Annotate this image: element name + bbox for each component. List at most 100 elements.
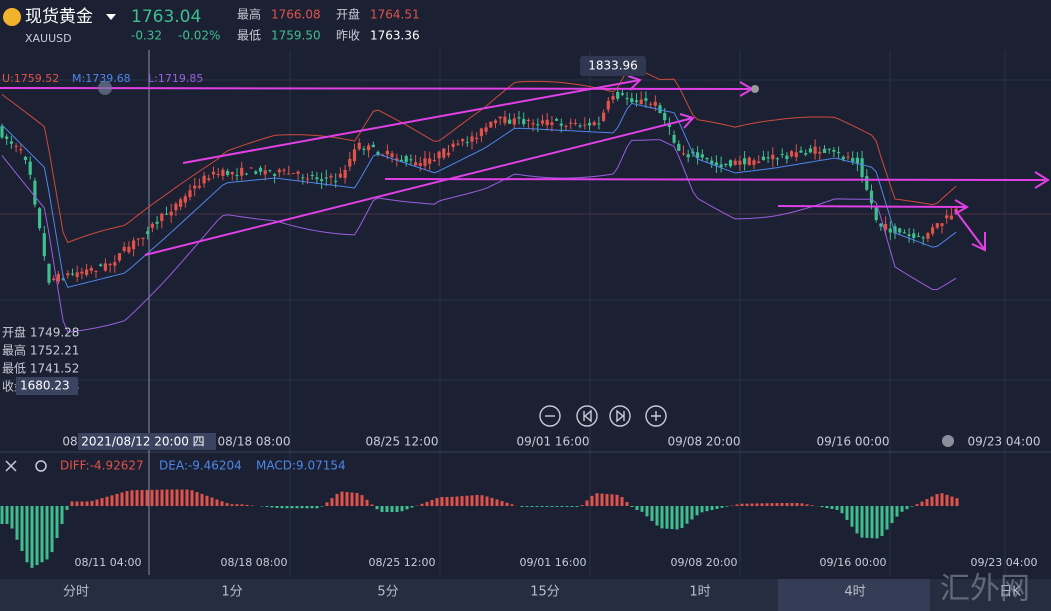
candle [409,159,413,161]
candle [559,123,563,126]
macd-bar [270,506,274,508]
time-label: 09/16 00:00 [817,435,890,449]
macd-bar [690,506,694,520]
diff: DIFF:-4.92627 [60,459,144,473]
macd-bar [630,506,634,507]
dropdown[interactable] [106,14,116,20]
symbol-name[interactable]: 现货黄金 [25,7,93,27]
macd-bar [280,506,284,509]
candle [249,167,253,169]
macd-bar [835,506,839,510]
tab[interactable]: 15分 [530,585,560,600]
tab[interactable]: 日K [999,585,1021,600]
macd-bar [710,506,714,511]
candle [672,134,676,143]
macd-bar [820,506,824,508]
macd-bar [600,493,604,506]
candle [644,98,648,101]
candle [775,158,780,160]
candle [179,199,183,207]
tab[interactable]: 分时 [63,585,89,600]
candle [263,170,267,175]
macd-bar [385,506,389,512]
candle [296,171,300,174]
candle [42,233,46,257]
candle [667,123,671,128]
candle [56,273,60,282]
tab[interactable]: 5分 [377,585,398,600]
macd-bar [15,506,19,540]
macd-bar [30,506,34,568]
macd-bar [775,503,779,506]
macd-bar [620,497,624,506]
candle [907,234,911,237]
candle [639,99,643,105]
candle [169,211,173,216]
candle [484,127,488,132]
controls[interactable] [539,405,667,427]
candle [611,96,615,100]
candle [221,169,225,176]
macd-bar [475,494,479,506]
macd-bar [60,506,64,524]
macd-bar [530,506,534,507]
candle [822,148,827,154]
peak-tag [580,56,646,76]
macd-bar [865,506,869,538]
macd-bar [680,506,684,528]
macd-bar [505,502,509,506]
candle [230,172,234,175]
macd-bar [140,490,144,506]
macd-bar [190,490,194,506]
candle [334,180,338,182]
tab[interactable]: 1分 [221,585,242,600]
candle [752,160,756,165]
macd-bar [230,504,234,506]
candle [550,122,554,126]
candle [827,148,831,150]
macd-bar [330,498,334,506]
high: 1766.08 [271,8,321,22]
macd-bar [880,506,884,537]
candle [602,112,606,121]
macd-bar [590,495,594,506]
candle [813,146,817,154]
candle [70,273,75,275]
tab[interactable]: 4时 [844,585,865,600]
candle [818,151,822,154]
macd-bar [925,499,929,506]
candle [85,269,89,275]
macd-bar [740,503,744,506]
macd-bar [55,506,59,539]
macd-bar [335,493,339,506]
macd-bar [910,506,914,507]
candle [578,125,582,127]
macd-bar [375,506,379,510]
macd-bar [735,504,739,506]
tab[interactable]: 1时 [689,585,710,600]
macd-bar [350,492,354,506]
settings-icon[interactable] [35,460,47,472]
macd-bar [5,506,9,524]
handle[interactable] [942,435,954,447]
candle [9,141,13,144]
low: 1759.50 [271,29,321,43]
macd-time-label: 08/18 08:00 [221,556,288,569]
candle [696,152,700,158]
candle [61,278,65,280]
handle[interactable] [751,85,759,93]
watermark: 汇外网 [940,572,1030,607]
macd-bar [790,503,794,506]
candle [761,156,765,161]
handle[interactable] [98,81,112,95]
info: 最低 1741.52 [2,362,79,376]
macd-bar [420,503,424,506]
macd-bar [285,506,289,509]
macd-bar [795,503,799,506]
close-icon[interactable] [5,460,17,472]
macd-bar [0,506,4,524]
macd-bar [895,506,899,517]
macd-bar [310,506,314,509]
macd-bar [100,498,104,506]
